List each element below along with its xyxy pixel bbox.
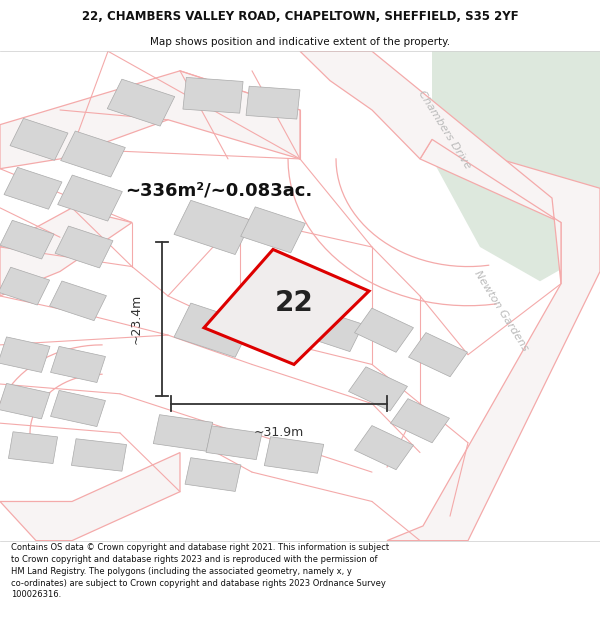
Bar (246, 86, 300, 119)
Bar (355, 308, 413, 352)
Bar (71, 439, 127, 471)
Text: ~336m²/~0.083ac.: ~336m²/~0.083ac. (125, 182, 313, 200)
Bar (206, 426, 262, 459)
Bar (0, 220, 54, 259)
Text: 22: 22 (275, 289, 313, 318)
Bar (4, 168, 62, 209)
Bar (8, 432, 58, 464)
Bar (174, 303, 252, 358)
Text: Newton Gardens: Newton Gardens (472, 269, 530, 352)
Text: Contains OS data © Crown copyright and database right 2021. This information is : Contains OS data © Crown copyright and d… (11, 543, 389, 599)
Bar (55, 226, 113, 268)
Bar (409, 332, 467, 377)
Bar (355, 426, 413, 470)
Bar (153, 414, 213, 451)
Text: 22, CHAMBERS VALLEY ROAD, CHAPELTOWN, SHEFFIELD, S35 2YF: 22, CHAMBERS VALLEY ROAD, CHAPELTOWN, SH… (82, 10, 518, 23)
Polygon shape (0, 208, 132, 296)
Text: ~31.9m: ~31.9m (254, 426, 304, 439)
Polygon shape (0, 452, 180, 541)
Bar (50, 346, 106, 382)
Bar (50, 391, 106, 426)
Bar (10, 118, 68, 160)
Bar (61, 131, 125, 177)
Bar (107, 79, 175, 126)
Bar (349, 367, 407, 411)
Polygon shape (300, 51, 561, 284)
Bar (50, 281, 106, 321)
Polygon shape (204, 249, 369, 364)
Bar (0, 337, 50, 372)
Text: Map shows position and indicative extent of the property.: Map shows position and indicative extent… (150, 37, 450, 47)
Bar (58, 175, 122, 221)
Polygon shape (387, 139, 600, 541)
Text: Chambers Drive: Chambers Drive (416, 89, 472, 171)
Text: ~23.4m: ~23.4m (130, 294, 143, 344)
Polygon shape (0, 71, 300, 169)
Bar (239, 312, 307, 359)
Bar (0, 383, 50, 419)
Bar (302, 309, 364, 352)
Bar (185, 458, 241, 491)
Bar (183, 78, 243, 113)
Bar (391, 399, 449, 442)
Bar (174, 201, 252, 254)
Bar (264, 437, 324, 473)
Bar (0, 268, 50, 305)
Bar (241, 207, 305, 253)
Polygon shape (432, 51, 600, 281)
